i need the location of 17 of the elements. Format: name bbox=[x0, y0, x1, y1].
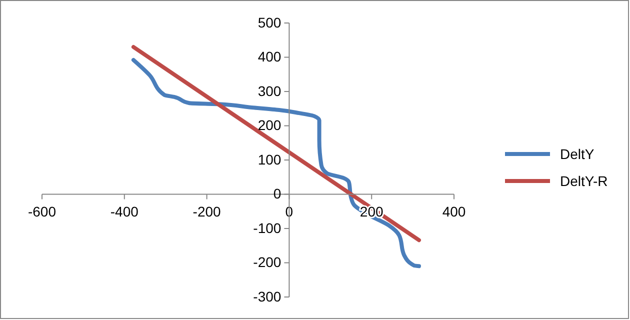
x-tick-label: -600 bbox=[28, 203, 56, 220]
y-tick-label: 0 bbox=[273, 186, 282, 202]
x-tick-label: -400 bbox=[110, 203, 139, 220]
x-tick-label: -200 bbox=[192, 203, 222, 220]
x-tick-label: 200 bbox=[360, 203, 384, 220]
x-tick-label: 0 bbox=[285, 203, 294, 220]
x-tick-label: 400 bbox=[442, 203, 466, 220]
y-tick-label: 100 bbox=[258, 151, 282, 168]
y-tick-label: 500 bbox=[258, 14, 282, 30]
y-tick-label: -200 bbox=[253, 254, 282, 270]
legend-label: DeltY-R bbox=[560, 173, 608, 189]
y-tick-label: -300 bbox=[253, 288, 282, 304]
legend-label: DeltY bbox=[560, 146, 595, 162]
y-tick-label: 300 bbox=[258, 82, 282, 99]
y-tick-label: -100 bbox=[253, 220, 282, 236]
y-tick-label: 400 bbox=[258, 48, 282, 65]
y-tick-label: 200 bbox=[258, 117, 282, 134]
